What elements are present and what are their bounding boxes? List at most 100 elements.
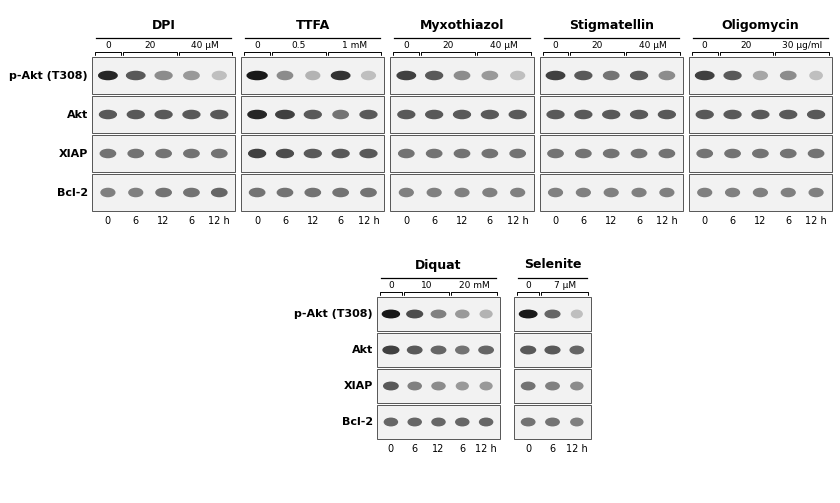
Ellipse shape: [456, 382, 468, 390]
Text: Bcl-2: Bcl-2: [57, 188, 88, 198]
Text: 0.5: 0.5: [291, 41, 306, 49]
FancyBboxPatch shape: [514, 369, 591, 403]
Text: 1 mM: 1 mM: [342, 41, 367, 49]
Ellipse shape: [304, 111, 321, 119]
Text: 6: 6: [459, 444, 465, 454]
Text: Oligomycin: Oligomycin: [722, 19, 800, 32]
Ellipse shape: [726, 189, 739, 197]
Text: 20 mM: 20 mM: [459, 281, 490, 290]
Text: 0: 0: [255, 41, 260, 49]
Ellipse shape: [385, 418, 397, 426]
Ellipse shape: [810, 71, 822, 79]
Text: 40 μM: 40 μM: [490, 41, 517, 49]
FancyBboxPatch shape: [241, 96, 385, 133]
Ellipse shape: [454, 149, 470, 157]
Text: 20: 20: [591, 41, 603, 49]
Text: 6: 6: [338, 216, 344, 226]
Ellipse shape: [455, 189, 469, 197]
Ellipse shape: [456, 310, 469, 318]
Ellipse shape: [575, 149, 591, 157]
Text: 40 μM: 40 μM: [639, 41, 667, 49]
Ellipse shape: [522, 382, 535, 390]
Ellipse shape: [604, 149, 619, 157]
FancyBboxPatch shape: [377, 405, 500, 439]
FancyBboxPatch shape: [377, 333, 500, 367]
Text: 6: 6: [133, 216, 139, 226]
Ellipse shape: [101, 189, 115, 197]
Text: 12: 12: [157, 216, 170, 226]
Ellipse shape: [382, 310, 399, 318]
Ellipse shape: [809, 189, 823, 197]
Ellipse shape: [633, 189, 646, 197]
Text: 6: 6: [785, 216, 791, 226]
Ellipse shape: [212, 149, 227, 157]
Text: 12: 12: [456, 216, 468, 226]
Ellipse shape: [212, 189, 227, 197]
Ellipse shape: [332, 71, 349, 79]
Ellipse shape: [427, 149, 442, 157]
Text: DPI: DPI: [152, 19, 176, 32]
Ellipse shape: [128, 111, 144, 119]
Ellipse shape: [305, 189, 320, 197]
Ellipse shape: [432, 382, 445, 390]
FancyBboxPatch shape: [689, 135, 832, 172]
Ellipse shape: [184, 71, 199, 79]
Text: 6: 6: [549, 444, 555, 454]
Text: 40 μM: 40 μM: [192, 41, 219, 49]
Text: 0: 0: [525, 444, 531, 454]
FancyBboxPatch shape: [391, 174, 533, 211]
FancyBboxPatch shape: [539, 96, 683, 133]
Ellipse shape: [696, 71, 714, 79]
Text: 20: 20: [443, 41, 454, 49]
Ellipse shape: [548, 149, 563, 157]
Ellipse shape: [127, 71, 145, 79]
Text: 6: 6: [580, 216, 586, 226]
FancyBboxPatch shape: [689, 96, 832, 133]
Ellipse shape: [546, 418, 559, 426]
Ellipse shape: [521, 346, 536, 354]
Ellipse shape: [603, 111, 620, 119]
Ellipse shape: [249, 149, 265, 157]
Text: XIAP: XIAP: [59, 148, 88, 158]
Ellipse shape: [698, 189, 711, 197]
Ellipse shape: [333, 189, 349, 197]
Ellipse shape: [399, 149, 414, 157]
FancyBboxPatch shape: [514, 333, 591, 367]
Ellipse shape: [184, 189, 199, 197]
Text: 12 h: 12 h: [208, 216, 230, 226]
Ellipse shape: [519, 310, 537, 318]
Ellipse shape: [100, 149, 116, 157]
Ellipse shape: [456, 418, 469, 426]
Text: 0: 0: [701, 216, 708, 226]
FancyBboxPatch shape: [92, 96, 235, 133]
Ellipse shape: [780, 149, 795, 157]
Text: 0: 0: [525, 281, 531, 290]
Text: 12: 12: [605, 216, 617, 226]
Ellipse shape: [383, 346, 399, 354]
Ellipse shape: [807, 111, 825, 119]
Ellipse shape: [248, 111, 266, 119]
Ellipse shape: [659, 111, 675, 119]
Text: 6: 6: [486, 216, 493, 226]
Ellipse shape: [333, 111, 349, 119]
Ellipse shape: [753, 71, 767, 79]
FancyBboxPatch shape: [689, 174, 832, 211]
Ellipse shape: [183, 111, 200, 119]
Ellipse shape: [428, 189, 441, 197]
Text: 12: 12: [433, 444, 444, 454]
Ellipse shape: [547, 111, 564, 119]
Text: p-Akt (T308): p-Akt (T308): [294, 309, 373, 319]
Ellipse shape: [510, 149, 525, 157]
Ellipse shape: [408, 382, 421, 390]
Ellipse shape: [482, 149, 497, 157]
FancyBboxPatch shape: [539, 57, 683, 94]
FancyBboxPatch shape: [689, 57, 832, 94]
Ellipse shape: [481, 111, 498, 119]
Ellipse shape: [156, 189, 171, 197]
Text: 12 h: 12 h: [656, 216, 678, 226]
Text: 6: 6: [188, 216, 195, 226]
FancyBboxPatch shape: [391, 96, 533, 133]
Ellipse shape: [631, 71, 648, 79]
Text: 12 h: 12 h: [566, 444, 588, 454]
Ellipse shape: [509, 111, 526, 119]
